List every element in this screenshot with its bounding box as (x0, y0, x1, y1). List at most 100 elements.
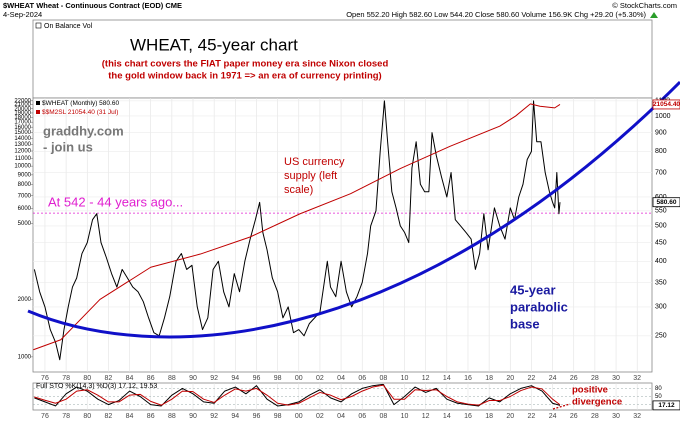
y2-tick-label: 550 (655, 208, 667, 215)
y2-tick-label: 450 (655, 239, 667, 246)
date: 4-Sep-2024 (3, 10, 42, 19)
y-tick-label: 7000 (18, 193, 32, 199)
value-label: 17.12 (658, 402, 675, 409)
y-tick-label: 8000 (18, 182, 32, 188)
y2-tick-label: 250 (655, 333, 667, 340)
main-panel (32, 97, 653, 373)
y-tick-label: 16000 (14, 125, 31, 131)
y-tick-label: 80 (655, 386, 662, 392)
x-tick-label: 10 (401, 375, 409, 382)
x-tick-label: 10 (401, 413, 409, 420)
x-tick-label: 12 (422, 375, 430, 382)
y-tick-label: 14000 (14, 136, 31, 142)
legend-swatch (36, 110, 40, 114)
x-tick-label: 92 (210, 413, 218, 420)
legend-label: $WHEAT (Monthly) 580.60 (42, 100, 119, 107)
x-tick-label: 00 (295, 375, 303, 382)
value-box (652, 400, 680, 411)
value-box (652, 197, 680, 208)
y2-tick-label: 900 (655, 130, 667, 137)
x-tick-label: 30 (612, 413, 620, 420)
x-tick-label: 02 (316, 375, 324, 382)
x-tick-label: 14 (443, 413, 451, 420)
y-tick-label: 20000 (14, 106, 31, 112)
y-tick-label: 12000 (14, 149, 31, 155)
y2-tick-label: 350 (655, 279, 667, 286)
x-tick-label: 82 (105, 413, 113, 420)
value-label: 21054.40 (653, 101, 680, 108)
x-tick-label: 26 (570, 375, 578, 382)
series-line (34, 384, 561, 406)
y-tick-label: 10000 (14, 164, 31, 170)
x-tick-label: 80 (83, 413, 91, 420)
x-tick-label: 20 (506, 375, 514, 382)
x-tick-label: 90 (189, 413, 197, 420)
y-tick-label: 2000 (18, 297, 32, 303)
annotation: divergence (572, 397, 622, 408)
x-tick-label: 86 (147, 375, 155, 382)
annotation: At 542 - 44 years ago... (48, 194, 183, 209)
x-tick-label: 80 (83, 375, 91, 382)
x-tick-label: 30 (612, 375, 620, 382)
annotation: parabolic (510, 299, 568, 314)
x-tick-label: 04 (337, 413, 345, 420)
x-tick-label: 22 (528, 375, 536, 382)
x-tick-label: 84 (126, 375, 134, 382)
x-tick-label: 12 (422, 413, 430, 420)
parabola (27, 80, 680, 339)
series-line (34, 383, 561, 407)
x-tick-label: 92 (210, 375, 218, 382)
x-tick-label: 98 (274, 413, 282, 420)
y-tick-label: 5000 (18, 221, 32, 227)
x-tick-label: 06 (358, 375, 366, 382)
x-tick-label: 02 (316, 413, 324, 420)
y2-tick-label: 1000 (655, 113, 671, 120)
x-tick-label: 26 (570, 413, 578, 420)
x-tick-label: 08 (379, 375, 387, 382)
value-box (652, 99, 680, 110)
x-tick-label: 86 (147, 413, 155, 420)
x-tick-label: 24 (549, 375, 557, 382)
annotation: scale) (284, 184, 313, 196)
y-tick-label: 21000 (14, 102, 31, 108)
y-tick-label: 17000 (14, 120, 31, 126)
x-tick-label: 08 (379, 413, 387, 420)
y-tick-label: 13000 (14, 142, 31, 148)
y-tick-label: 1000 (18, 354, 32, 360)
x-tick-label: 96 (253, 375, 261, 382)
x-tick-label: 96 (253, 413, 261, 420)
y-tick-label: 22000 (14, 98, 31, 104)
x-tick-label: 76 (41, 375, 49, 382)
x-tick-label: 20 (506, 413, 514, 420)
subtitle: the gold window back in 1971 => an era o… (108, 71, 381, 82)
x-tick-label: 82 (105, 375, 113, 382)
legend-swatch (36, 101, 40, 105)
y-tick-label: 11000 (15, 156, 32, 162)
y-tick-label: 50 (655, 394, 662, 400)
x-tick-label: 18 (485, 375, 493, 382)
x-tick-label: 28 (591, 375, 599, 382)
annotation: US currency (284, 156, 345, 168)
y2-tick-label: 300 (655, 304, 667, 311)
annotation: 45-year (510, 282, 556, 297)
legend-marker (35, 22, 42, 29)
x-tick-label: 94 (231, 413, 239, 420)
x-tick-label: 22 (528, 413, 536, 420)
quote: Open 552.20 High 582.60 Low 544.20 Close… (346, 10, 646, 19)
upper-panel (32, 19, 653, 99)
x-tick-label: 24 (549, 413, 557, 420)
annotation: supply (left (284, 170, 337, 182)
sto-legend: Full STO %K(14,3) %D(3) 17.12, 19.53 (36, 383, 157, 390)
subtitle: (this chart covers the FIAT paper money … (102, 59, 389, 70)
chart-title: WHEAT, 45-year chart (130, 35, 298, 54)
y2-tick-label: 700 (655, 169, 667, 176)
y-tick-label: 15000 (14, 130, 31, 136)
y-tick-label: 19000 (14, 111, 31, 117)
x-tick-label: 06 (358, 413, 366, 420)
x-tick-label: 88 (168, 375, 176, 382)
x-tick-label: 28 (591, 413, 599, 420)
x-tick-label: 90 (189, 375, 197, 382)
x-tick-label: 16 (464, 375, 472, 382)
x-tick-label: 18 (485, 413, 493, 420)
y2-tick-label: 800 (655, 148, 667, 155)
